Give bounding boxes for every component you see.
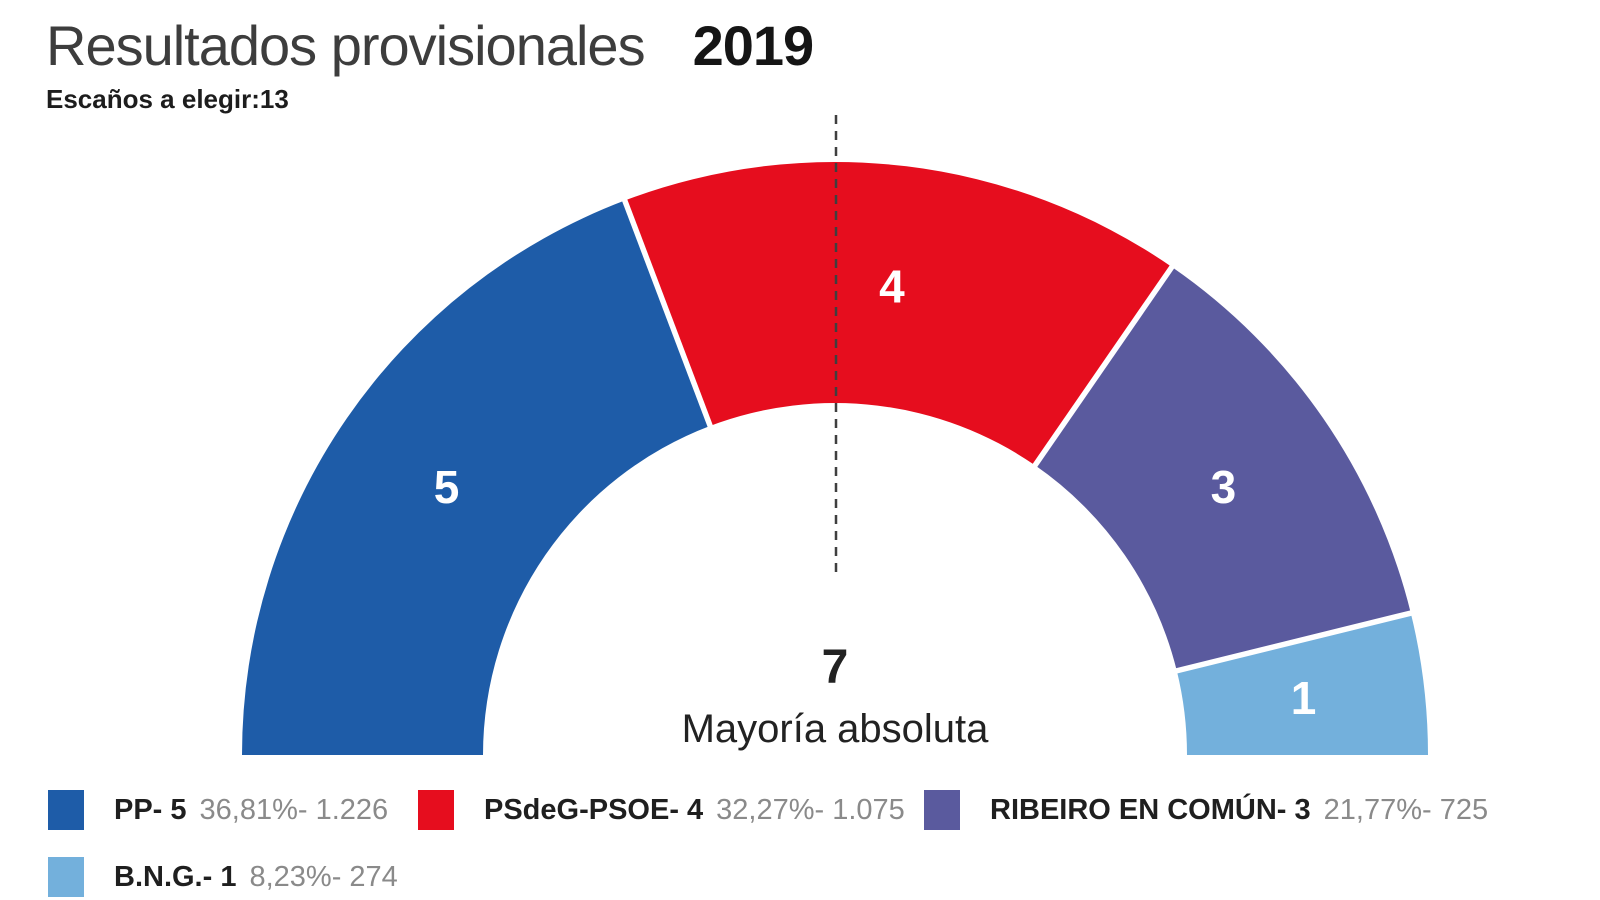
seats-to-elect-value: 13: [259, 84, 289, 114]
segment-seats-psdeg-psoe: 4: [879, 260, 905, 312]
legend-label-pp: PP- 5: [114, 793, 187, 826]
segment-pp: [241, 200, 711, 755]
segment-seats-ribeiro-en-comun: 3: [1211, 461, 1237, 513]
title-text: Resultados provisionales: [46, 14, 646, 77]
legend-swatch-pp: [48, 790, 84, 830]
legend-label-ribeiro-en-comun: RIBEIRO EN COMÚN- 3: [990, 793, 1311, 826]
segment-seats-bng: 1: [1291, 672, 1317, 724]
legend-swatch-ribeiro-en-comun: [924, 790, 960, 830]
legend-stats-pp: 36,81%- 1.226: [199, 793, 389, 826]
legend-item-ribeiro-en-comun: RIBEIRO EN COMÚN- 3 21,77%- 725: [924, 789, 1488, 831]
segment-divider: [1031, 262, 1176, 470]
segment-seats-pp: 5: [434, 461, 460, 513]
legend-label-psdeg-psoe: PSdeG-PSOE- 4: [484, 793, 704, 826]
segment-divider: [1173, 609, 1415, 675]
legend-item-psdeg-psoe: PSdeG-PSOE- 4 32,27%- 1.075: [418, 789, 905, 831]
majority-seats: 7: [821, 641, 849, 694]
segment-divider: [621, 196, 714, 430]
legend-stats-bng: 8,23%- 274: [249, 860, 398, 893]
legend-item-pp: PP- 5 36,81%- 1.226: [48, 789, 388, 831]
legend-label-bng: B.N.G.- 1: [114, 860, 237, 893]
legend-stats-psdeg-psoe: 32,27%- 1.075: [716, 793, 905, 826]
segment-psdeg-psoe: [624, 161, 1172, 466]
segment-bng: [1176, 613, 1428, 755]
legend-stats-ribeiro-en-comun: 21,77%- 725: [1323, 793, 1489, 826]
legend-swatch-psdeg-psoe: [418, 790, 454, 830]
subtitle: Escaños a elegir:13: [46, 84, 289, 114]
title-year: 2019: [692, 14, 815, 77]
page-title: Resultados provisionales 2019: [46, 14, 815, 91]
legend-swatch-bng: [48, 857, 84, 897]
segment-ribeiro-en-comun: [1035, 267, 1411, 671]
majority-callout: 7 Mayoría absoluta: [635, 641, 1035, 752]
majority-label: Mayoría absoluta: [681, 707, 989, 751]
legend-item-bng: B.N.G.- 1 8,23%- 274: [48, 856, 398, 898]
seats-to-elect-label: Escaños a elegir:: [46, 84, 260, 114]
